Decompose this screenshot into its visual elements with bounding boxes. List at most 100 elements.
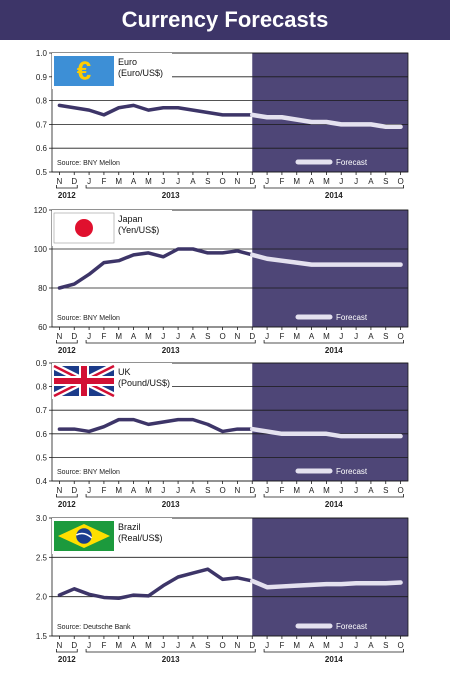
month-label: A	[368, 486, 374, 495]
month-label: M	[293, 486, 300, 495]
month-label: A	[131, 486, 137, 495]
plot-frame	[51, 517, 409, 637]
forecast-line	[250, 578, 403, 590]
month-label: S	[383, 486, 388, 495]
chart-subtitle: (Euro/US$)	[118, 68, 163, 78]
month-label: O	[397, 332, 403, 341]
month-label: A	[131, 177, 137, 186]
month-label: O	[219, 332, 225, 341]
y-tick-label: 2.0	[36, 593, 48, 602]
year-bracket	[263, 185, 404, 189]
forecast-legend-label: Forecast	[336, 313, 368, 322]
forecast-region	[252, 363, 408, 481]
y-tick-label: 0.5	[36, 168, 48, 177]
year-label: 2012	[58, 346, 76, 355]
month-label: N	[57, 641, 63, 650]
month-label: M	[115, 177, 122, 186]
month-label: M	[145, 177, 152, 186]
month-label: J	[161, 641, 165, 650]
year-label: 2012	[58, 191, 76, 200]
month-label: F	[101, 641, 106, 650]
month-label: F	[279, 177, 284, 186]
year-label: 2013	[162, 191, 180, 200]
month-label: D	[71, 332, 77, 341]
chart-subtitle: (Real/US$)	[118, 533, 163, 543]
year-bracket	[56, 340, 78, 344]
chart-title: UK	[118, 367, 131, 377]
year-label: 2013	[162, 655, 180, 664]
y-tick-label: 0.8	[36, 383, 48, 392]
forecast-region	[252, 53, 408, 172]
y-tick-label: 0.4	[36, 477, 48, 486]
japan-flag-icon	[53, 212, 115, 244]
flag-cross-red	[54, 378, 114, 384]
y-tick-label: 0.6	[36, 430, 48, 439]
forecast-line	[250, 112, 403, 130]
year-bracket	[85, 185, 256, 189]
month-label: O	[397, 641, 403, 650]
month-label: F	[279, 641, 284, 650]
month-label: M	[145, 486, 152, 495]
month-label: N	[57, 177, 63, 186]
y-tick-label: 2.5	[36, 553, 48, 562]
page-title: Currency Forecasts	[0, 0, 450, 40]
month-label: J	[339, 486, 343, 495]
month-label: J	[161, 177, 165, 186]
month-label: J	[176, 332, 180, 341]
month-label: M	[293, 177, 300, 186]
month-label: J	[354, 177, 358, 186]
month-label: J	[354, 332, 358, 341]
month-label: F	[101, 486, 106, 495]
y-tick-label: 120	[34, 206, 48, 215]
year-label: 2013	[162, 500, 180, 509]
month-label: D	[71, 641, 77, 650]
month-label: J	[87, 332, 91, 341]
historical-line	[57, 417, 254, 434]
month-label: N	[235, 177, 241, 186]
forecast-region	[252, 210, 408, 327]
month-label: J	[87, 641, 91, 650]
year-bracket	[263, 494, 404, 498]
month-label: J	[176, 486, 180, 495]
month-label: J	[339, 332, 343, 341]
y-tick-label: 0.9	[36, 73, 48, 82]
chart-uk: 0.9 0.8 0.7 0.6 0.5 0.4 UK(Pound/US$) Source: B…	[36, 359, 409, 509]
month-label: J	[265, 486, 269, 495]
y-tick-label: 0.7	[36, 406, 48, 415]
month-label: O	[397, 177, 403, 186]
year-label: 2014	[325, 655, 343, 664]
chart-title: Japan	[118, 214, 143, 224]
historical-line	[57, 567, 254, 600]
currency-charts: 1.0 0.9 0.8 0.7 0.6 0.5 € Euro(Euro/US$) Source:…	[34, 49, 409, 664]
month-label: D	[71, 177, 77, 186]
month-label: N	[235, 332, 241, 341]
month-label: J	[265, 641, 269, 650]
month-label: M	[145, 641, 152, 650]
forecast-legend-label: Forecast	[336, 622, 368, 631]
historical-line	[57, 103, 254, 117]
month-label: A	[368, 177, 374, 186]
y-tick-label: 1.0	[36, 49, 48, 58]
forecast-line	[250, 252, 403, 267]
month-label: J	[161, 332, 165, 341]
month-label: S	[383, 177, 388, 186]
flag-band	[75, 532, 93, 539]
month-label: N	[57, 332, 63, 341]
month-label: M	[145, 332, 152, 341]
year-label: 2014	[325, 500, 343, 509]
month-label: A	[190, 332, 196, 341]
month-label: J	[176, 641, 180, 650]
month-label: M	[323, 486, 330, 495]
month-label: J	[176, 177, 180, 186]
chart-title: Brazil	[118, 522, 141, 532]
y-tick-label: 60	[38, 323, 47, 332]
month-label: A	[368, 332, 374, 341]
month-label: S	[205, 332, 210, 341]
month-label: D	[249, 332, 255, 341]
year-bracket	[85, 649, 256, 653]
plot-frame	[51, 52, 409, 173]
y-tick-label: 0.8	[36, 97, 48, 106]
month-label: J	[87, 177, 91, 186]
year-bracket	[85, 494, 256, 498]
month-label: A	[131, 641, 137, 650]
